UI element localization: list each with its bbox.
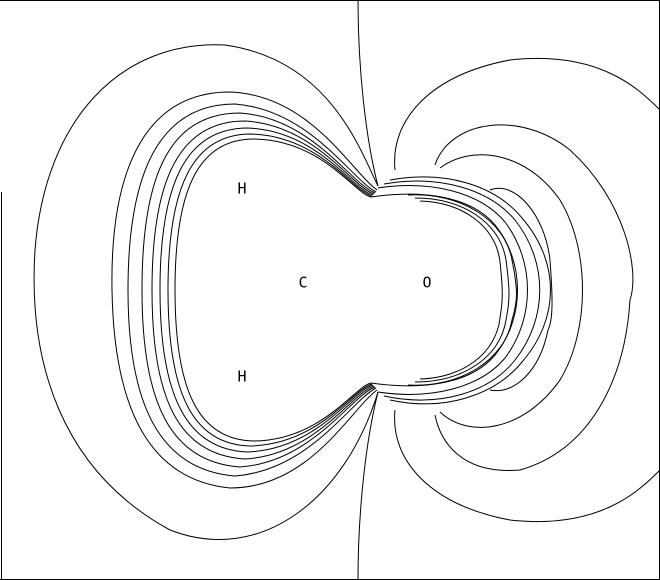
inner-contour-5 xyxy=(159,127,374,453)
inner-contour-6 xyxy=(167,133,373,447)
inner-contours xyxy=(111,91,378,489)
oxygen-dense-2 xyxy=(414,197,510,383)
oxygen-lobe-4 xyxy=(389,176,551,405)
nodal-contour-line xyxy=(357,0,379,580)
right-contour-a-bottom xyxy=(394,409,660,522)
right-contour-a xyxy=(394,58,660,171)
oxygen-inner-lobe xyxy=(370,193,518,387)
right-contour-d xyxy=(489,187,553,392)
right-outer-contours xyxy=(394,58,660,522)
inner-contour-3 xyxy=(141,112,376,468)
atom-label-c-center: C xyxy=(298,274,307,292)
inner-contour-4 xyxy=(151,120,375,460)
oxygen-lobe-contours xyxy=(370,176,551,405)
inner-contour-2 xyxy=(127,103,377,477)
inner-contour-1 xyxy=(111,91,378,489)
atom-labels: H C O H xyxy=(237,180,431,386)
outer-density-contour xyxy=(33,44,379,540)
atom-label-h-lower: H xyxy=(237,368,246,386)
atom-label-h-upper: H xyxy=(237,180,246,198)
oxygen-dense-1 xyxy=(407,194,517,386)
inner-contour-7 xyxy=(174,138,372,442)
oxygen-lobe-2 xyxy=(377,185,528,395)
right-contour-b xyxy=(434,124,634,471)
right-contour-c xyxy=(439,154,583,428)
oxygen-lobe-3 xyxy=(383,180,541,401)
atom-label-o-right: O xyxy=(422,274,431,292)
oxygen-dense-3 xyxy=(419,200,503,380)
